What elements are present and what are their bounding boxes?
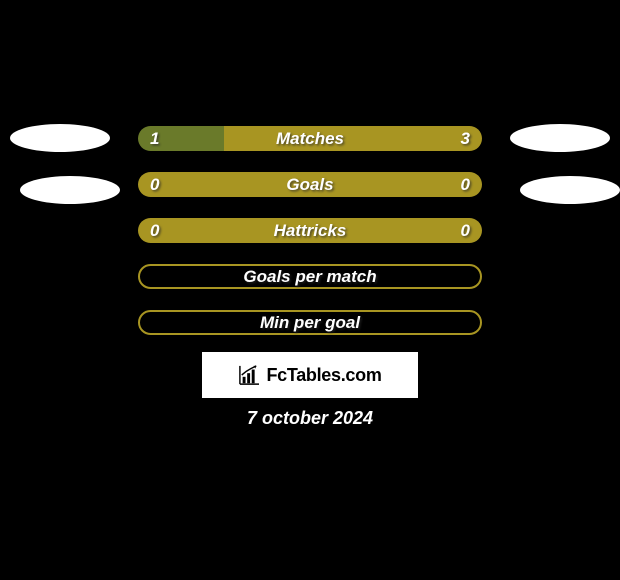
- stat-left-value: 0: [150, 175, 159, 195]
- stat-right-value: 3: [461, 129, 470, 149]
- stat-row-hattricks: 0 Hattricks 0: [138, 218, 482, 243]
- stat-left-value: 0: [150, 221, 159, 241]
- stat-label: Matches: [276, 129, 344, 149]
- stat-bar-right: [310, 172, 482, 197]
- stat-bar-right: [224, 126, 482, 151]
- stat-right-value: 0: [461, 175, 470, 195]
- source-logo-text: FcTables.com: [266, 365, 381, 386]
- generated-date: 7 october 2024: [0, 408, 620, 429]
- player-right-avatar-2: [520, 176, 620, 204]
- stats-bars: 1 Matches 3 0 Goals 0 0 Hattricks 0 Goal…: [138, 126, 482, 356]
- player-left-avatar-1: [10, 124, 110, 152]
- stat-bar-left: [138, 172, 310, 197]
- player-left-avatar-2: [20, 176, 120, 204]
- stat-row-goals-per-match: Goals per match: [138, 264, 482, 289]
- stat-label: Min per goal: [260, 313, 360, 333]
- stat-label: Hattricks: [274, 221, 347, 241]
- bar-chart-icon: [238, 365, 260, 385]
- stat-row-matches: 1 Matches 3: [138, 126, 482, 151]
- stat-right-value: 0: [461, 221, 470, 241]
- source-logo: FcTables.com: [202, 352, 418, 398]
- stat-row-goals: 0 Goals 0: [138, 172, 482, 197]
- stat-label: Goals per match: [243, 267, 376, 287]
- stat-left-value: 1: [150, 129, 159, 149]
- stat-row-min-per-goal: Min per goal: [138, 310, 482, 335]
- stat-label: Goals: [286, 175, 333, 195]
- player-right-avatar-1: [510, 124, 610, 152]
